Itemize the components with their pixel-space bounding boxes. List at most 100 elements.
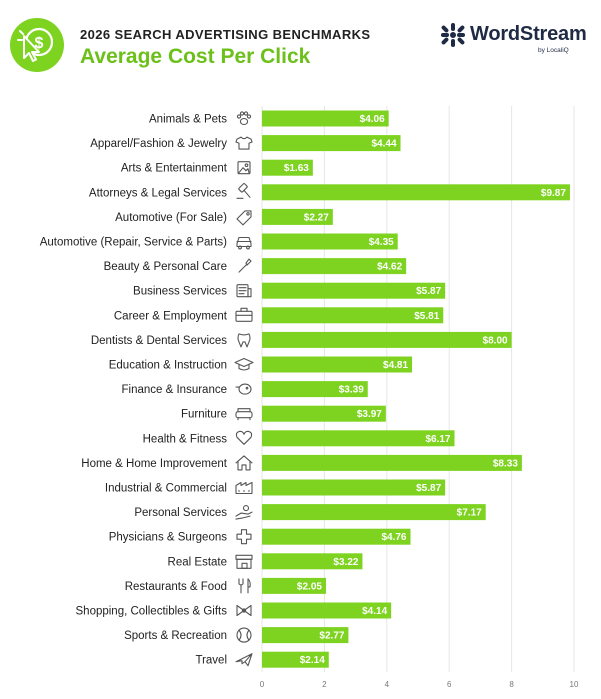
bar-value-label: $2.05 [297,581,322,592]
bar-value-label: $8.00 [483,335,508,346]
factory-icon [235,481,253,495]
bar-value-label: $3.97 [357,409,382,420]
x-tick-label: 0 [260,680,265,689]
x-tick-label: 8 [509,680,514,689]
x-tick-label: 2 [322,680,327,689]
bar [262,233,398,250]
category-label: Industrial & Commercial [105,483,227,495]
bar-value-label: $3.39 [339,385,364,396]
bar [262,602,392,619]
paw-icon [236,111,252,126]
bar [262,627,349,644]
x-tick-label: 4 [385,680,390,689]
bar [262,208,333,225]
category-icons [234,111,254,667]
chart-supertitle: 2026 SEARCH ADVERTISING BENCHMARKS [80,27,371,42]
bar-value-label: $4.35 [369,237,394,248]
bar [262,553,363,570]
document-icon [236,284,252,298]
bar-value-label: $4.44 [371,139,396,150]
car-icon [236,236,252,250]
hand-icon [235,505,253,520]
bar-value-label: $1.63 [284,163,309,174]
bars: $4.06 $4.44 $1.63 $9.87 $2.27 $4.35 $4.62 $5.87… [262,110,570,668]
bar [262,331,512,348]
brand-logo: WordStream by LocaliQ [440,20,590,60]
category-label: Home & Home Improvement [81,458,228,470]
bar-value-label: $4.76 [381,532,406,543]
storefront-icon [235,554,253,569]
bar [262,577,326,594]
category-label: Arts & Entertainment [121,163,228,175]
category-label: Restaurants & Food [125,581,227,593]
utensils-icon [238,578,251,594]
bar [262,282,446,299]
heart-icon [235,430,253,445]
bar [262,651,329,668]
category-label: Real Estate [168,556,227,568]
bar-chart: $4.06 $4.44 $1.63 $9.87 $2.27 $4.35 $4.62 $5.87… [40,106,579,689]
bar [262,381,368,398]
click-cursor-icon: $ [10,18,64,72]
bar [262,504,486,521]
bar-value-label: $4.62 [377,262,402,273]
category-label: Apparel/Fashion & Jewelry [90,138,227,150]
sofa-icon [235,408,253,421]
bar [262,135,401,152]
category-label: Career & Employment [114,310,228,322]
category-label: Dentists & Dental Services [91,335,227,347]
category-label: Health & Fitness [143,433,228,445]
brush-icon [238,258,252,273]
category-label: Attorneys & Legal Services [89,187,227,199]
category-label: Animals & Pets [149,114,227,126]
ball-icon [236,627,252,643]
bar [262,356,413,373]
bar-value-label: $5.87 [416,483,441,494]
svg-text:$: $ [35,35,44,52]
piggy-bank-icon [235,383,252,395]
category-label: Physicians & Surgeons [109,532,228,544]
bar [262,454,522,471]
category-label: Personal Services [134,507,227,519]
bar-value-label: $7.17 [457,508,482,519]
brand-mark-icon [441,23,465,47]
header: $ 2026 SEARCH ADVERTISING BENCHMARKS Ave… [0,0,601,90]
bar-value-label: $2.14 [300,655,325,666]
brand-subtitle: by LocaliQ [538,47,569,54]
gift-bow-icon [236,604,252,617]
bar-value-label: $4.14 [362,606,387,617]
shirt-icon [235,136,253,150]
x-tick-label: 6 [447,680,452,689]
bar [262,159,313,176]
category-label: Sports & Recreation [124,630,227,642]
category-label: Finance & Insurance [122,384,227,396]
x-tick-label: 10 [570,680,579,689]
bar-value-label: $5.81 [414,311,439,322]
axis-ticks: 0 2 4 6 8 10 [260,680,579,689]
bar [262,184,570,201]
airplane-icon [235,653,253,667]
bar [262,528,411,545]
category-label: Automotive (For Sale) [115,212,227,224]
bar-value-label: $2.77 [319,631,344,642]
category-label: Education & Instruction [109,360,227,372]
bar [262,405,386,422]
bar [262,430,455,447]
bar [262,479,446,496]
tooth-icon [237,333,251,348]
category-label: Travel [195,655,227,667]
bar [262,307,444,324]
bar-value-label: $3.22 [333,557,358,568]
picture-icon [237,161,251,175]
medical-cross-icon [236,529,252,545]
tag-icon [236,210,252,226]
bar-value-label: $2.27 [304,212,329,223]
category-label: Shopping, Collectibles & Gifts [76,606,228,618]
bar-value-label: $6.17 [425,434,450,445]
brand-name: WordStream [470,23,587,45]
bar-value-label: $5.87 [416,286,441,297]
briefcase-icon [235,307,253,322]
bar [262,258,407,275]
bar-value-label: $9.87 [541,188,566,199]
bar-value-label: $4.06 [360,114,385,125]
